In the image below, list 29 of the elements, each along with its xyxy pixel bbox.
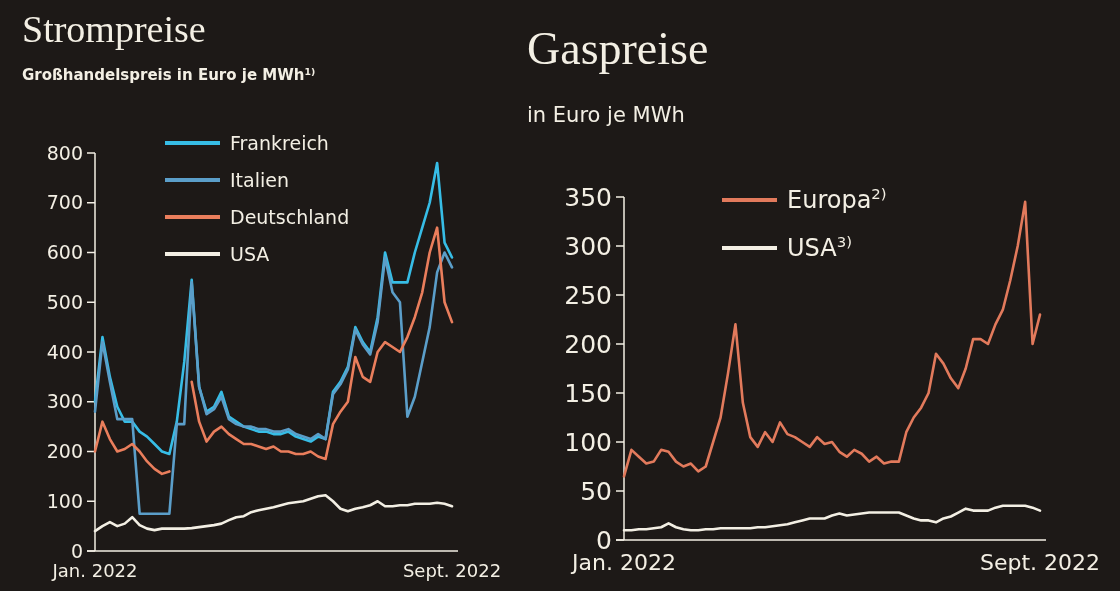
y-tick-label: 300 <box>564 231 612 261</box>
y-tick-label: 600 <box>46 241 83 264</box>
y-tick-label: 400 <box>46 340 83 363</box>
x-tick-label: Sept. 2022 <box>979 550 1101 575</box>
y-tick-label: 200 <box>46 440 83 463</box>
y-tick-label: 800 <box>46 141 83 164</box>
y-tick-label: 100 <box>564 427 612 457</box>
y-tick-label: 0 <box>70 539 83 562</box>
chart-title: Gaspreise <box>527 23 709 74</box>
chart-title: Strompreise <box>22 8 206 50</box>
y-tick-label: 200 <box>564 329 612 359</box>
x-tick-label: Jan. 2022 <box>51 560 138 581</box>
y-tick-label: 250 <box>564 280 612 310</box>
y-tick-label: 50 <box>580 476 612 506</box>
chart-subtitle: in Euro je MWh <box>527 103 685 127</box>
x-tick-label: Sept. 2022 <box>402 560 502 581</box>
y-tick-label: 500 <box>46 290 83 313</box>
legend-label: USA <box>230 242 270 265</box>
legend-label: Frankreich <box>230 131 329 154</box>
legend-label: Italien <box>230 168 289 191</box>
legend-label: Deutschland <box>230 205 350 228</box>
y-tick-label: 300 <box>46 390 83 413</box>
legend-label: Europa$^{2)}$ <box>787 185 887 215</box>
y-tick-label: 100 <box>46 489 83 512</box>
y-tick-label: 150 <box>564 378 612 408</box>
chart-subtitle: Großhandelspreis in Euro je MWh$^{1)}$ <box>22 65 316 84</box>
y-tick-label: 350 <box>564 182 612 212</box>
legend-label: USA$^{3)}$ <box>787 233 852 263</box>
y-tick-label: 700 <box>46 191 83 214</box>
